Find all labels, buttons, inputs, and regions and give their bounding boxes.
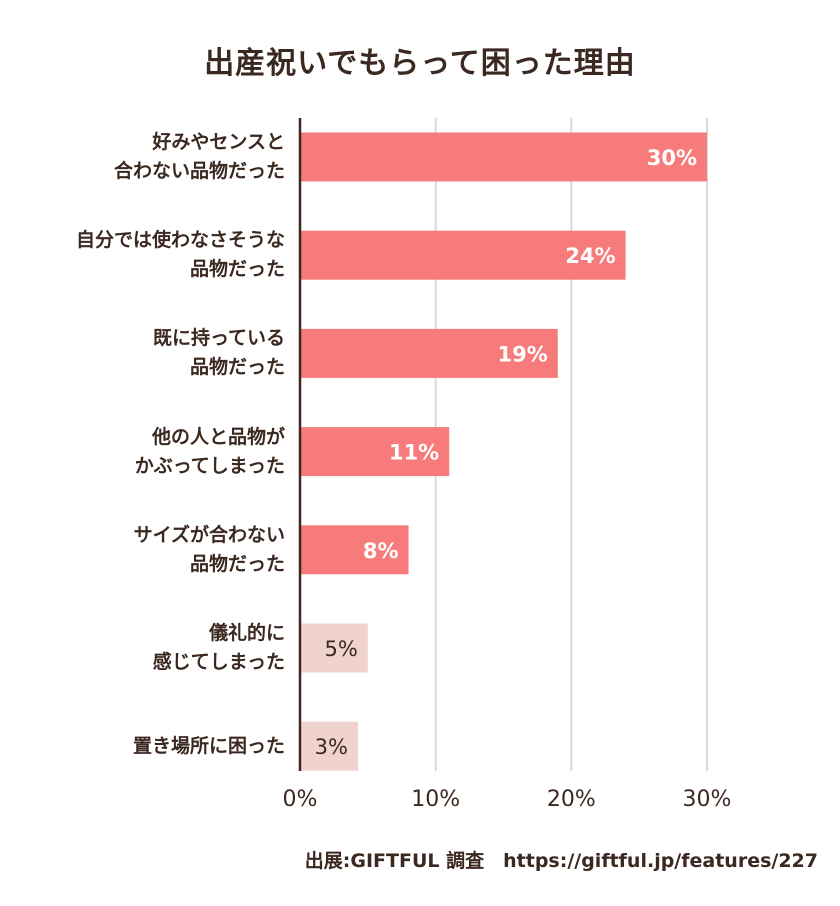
category-label: 置き場所に困った <box>132 734 285 757</box>
bar <box>300 525 409 575</box>
source-note: 出展:GIFTFUL 調査 https://giftful.jp/feature… <box>304 850 818 872</box>
category-label: 好みやセンスと 合わない品物だった <box>113 131 285 182</box>
data-label: 11% <box>389 441 439 465</box>
data-label: 24% <box>565 244 615 268</box>
bar <box>300 230 626 280</box>
data-label: 30% <box>647 146 697 170</box>
data-label: 5% <box>325 637 358 661</box>
category-label: サイズが合わない 品物だった <box>133 523 285 575</box>
x-tick-label: 10% <box>411 787 460 812</box>
category-label: 自分では使わなさそうな 品物だった <box>75 229 285 281</box>
data-label: 3% <box>315 735 348 759</box>
x-tick-label: 30% <box>683 787 732 812</box>
bar <box>300 328 558 378</box>
category-label: 儀礼的に 感じてしまった <box>152 622 285 673</box>
category-label: 他の人と品物が かぶってしまった <box>134 425 285 477</box>
x-tick-label: 20% <box>547 787 596 812</box>
category-label: 既に持っている 品物だった <box>152 327 285 379</box>
data-label: 8% <box>363 539 399 563</box>
data-label: 19% <box>498 342 548 366</box>
bar <box>300 623 368 673</box>
x-tick-label: 0% <box>283 787 318 812</box>
bar <box>300 427 450 477</box>
bar <box>300 721 358 771</box>
chart-title: 出産祝いでもらって困った理由 <box>204 46 636 81</box>
bar <box>300 132 707 182</box>
